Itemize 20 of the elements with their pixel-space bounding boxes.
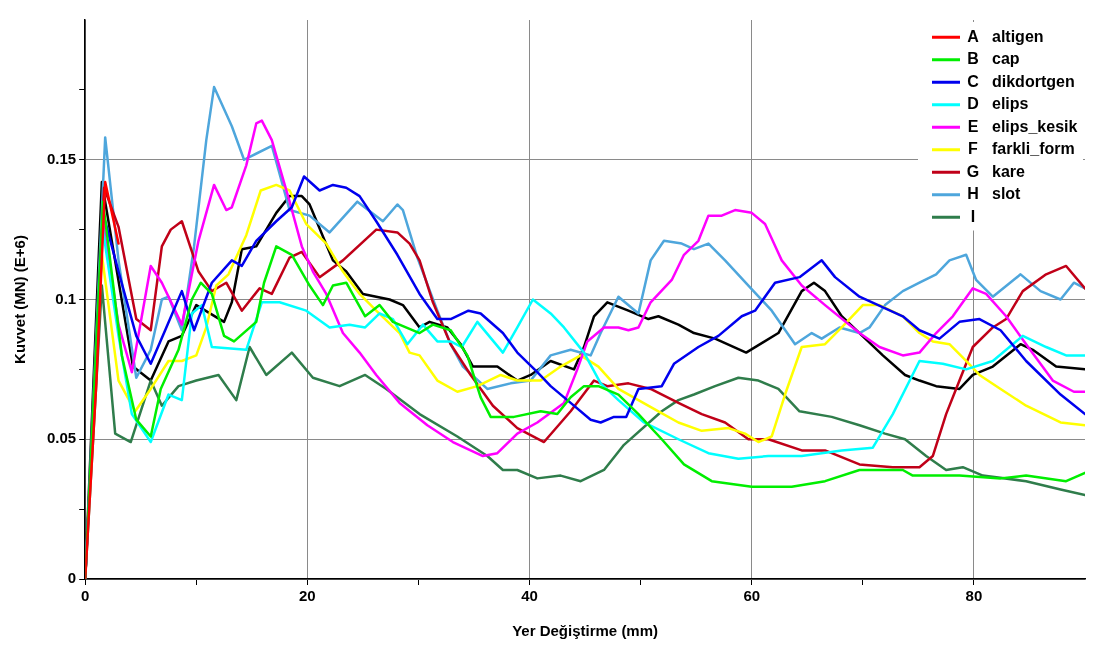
y-tick-label: 0.1 [55, 289, 77, 307]
x-tick-label: 40 [521, 587, 538, 605]
legend-label: C dikdortgen [967, 72, 1075, 90]
y-tick-label: 0.05 [46, 429, 77, 447]
legend-label: E elips_kesik [967, 117, 1078, 135]
y-tick-label: 0.15 [46, 149, 77, 167]
legend-label: F farkli_form [968, 140, 1075, 158]
y-axis-title: Kuvvet (MN) (E+6) [11, 235, 29, 364]
legend-label: D elips [967, 95, 1029, 113]
legend-label: B cap [967, 50, 1020, 68]
legend-label: A altigen [967, 27, 1044, 45]
x-tick-label: 0 [81, 587, 90, 605]
y-tick-label: 0 [67, 569, 77, 587]
legend-label: G kare [966, 162, 1026, 180]
legend-label: I [970, 207, 976, 225]
x-tick-label: 80 [965, 587, 983, 605]
x-axis-title: Yer Değiştirme (mm) [512, 622, 659, 640]
x-tick-label: 20 [299, 587, 316, 605]
x-tick-label: 60 [743, 587, 761, 605]
legend-label: H slot [967, 185, 1022, 203]
